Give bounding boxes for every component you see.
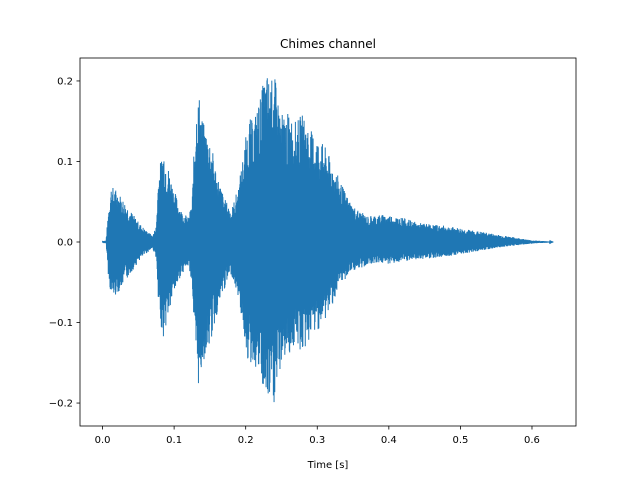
y-tick-label: 0.0 <box>57 238 73 249</box>
y-tick-label: −0.1 <box>49 318 73 329</box>
x-tick-label: 0.5 <box>452 435 468 446</box>
x-tick-label: 0.6 <box>524 435 540 446</box>
x-axis-label: Time [s] <box>307 460 349 471</box>
x-tick-label: 0.2 <box>238 435 254 446</box>
y-tick-label: 0.1 <box>57 157 73 168</box>
y-tick-label: −0.2 <box>49 399 73 410</box>
y-tick-label: 0.2 <box>57 76 73 87</box>
x-tick-label: 0.0 <box>95 435 111 446</box>
x-tick-label: 0.1 <box>166 435 182 446</box>
waveform-line <box>101 78 554 403</box>
plot-area <box>101 78 554 403</box>
x-tick-label: 0.3 <box>309 435 325 446</box>
x-tick-label: 0.4 <box>381 435 397 446</box>
y-axis-ticks: −0.2 −0.1 0.0 0.1 0.2 <box>49 76 80 410</box>
x-axis-ticks: 0.0 0.1 0.2 0.3 0.4 0.5 0.6 <box>95 426 540 446</box>
chart-title: Chimes channel <box>280 37 376 51</box>
